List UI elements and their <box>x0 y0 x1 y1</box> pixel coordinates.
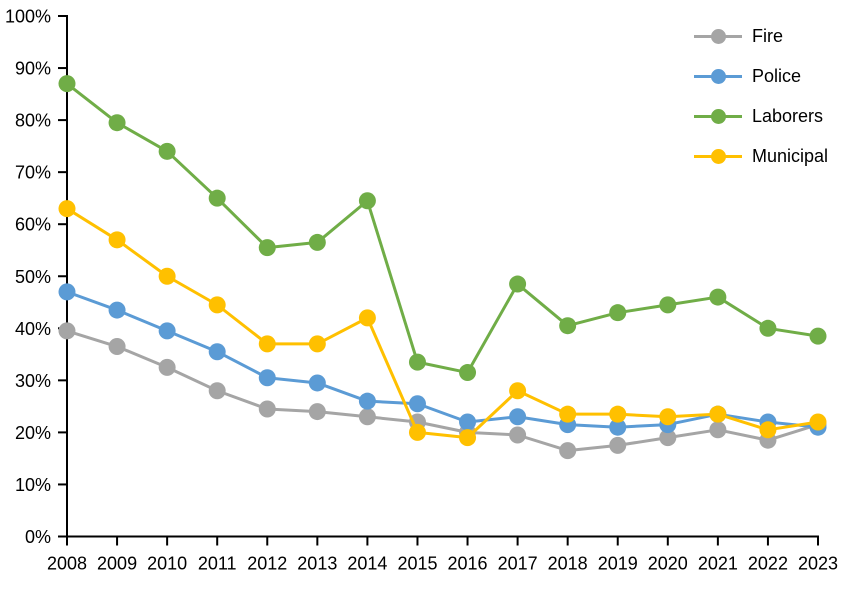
data-point-fire-2011 <box>209 382 226 399</box>
line-chart: 0% 10% 20% 30% 40% 50% 60% 70% 80% 90% 100% 2008 200… <box>0 0 852 593</box>
series-line-municipal <box>67 209 818 438</box>
legend: Fire Police Laborers Municipal <box>694 25 828 167</box>
y-tick-label: 90% <box>15 59 51 79</box>
data-point-municipal-2015 <box>409 424 426 441</box>
x-tick-label: 2009 <box>97 554 137 574</box>
x-tick-label: 2019 <box>598 554 638 574</box>
data-point-police-2016 <box>459 413 476 430</box>
data-point-laborers-2020 <box>659 296 676 313</box>
x-tick-label: 2018 <box>548 554 588 574</box>
data-point-fire-2012 <box>259 400 276 417</box>
data-point-laborers-2008 <box>59 75 76 92</box>
x-tick-label: 2008 <box>47 554 87 574</box>
legend-label-laborers: Laborers <box>752 105 823 127</box>
data-point-police-2010 <box>159 322 176 339</box>
x-tick-label: 2017 <box>498 554 538 574</box>
data-point-police-2008 <box>59 283 76 300</box>
data-point-fire-2009 <box>109 338 126 355</box>
data-point-laborers-2009 <box>109 114 126 131</box>
y-tick-label: 10% <box>15 475 51 495</box>
data-point-municipal-2016 <box>459 429 476 446</box>
legend-entry-police: Police <box>694 65 828 87</box>
data-point-laborers-2018 <box>559 317 576 334</box>
data-point-municipal-2023 <box>810 413 827 430</box>
data-point-laborers-2013 <box>309 234 326 251</box>
data-point-fire-2017 <box>509 427 526 444</box>
data-point-fire-2021 <box>709 421 726 438</box>
data-point-police-2015 <box>409 395 426 412</box>
data-point-police-2011 <box>209 343 226 360</box>
data-point-laborers-2016 <box>459 364 476 381</box>
y-tick-label: 60% <box>15 215 51 235</box>
x-tick-label: 2012 <box>247 554 287 574</box>
legend-marker-police-icon <box>694 65 742 87</box>
data-point-municipal-2011 <box>209 296 226 313</box>
y-tick-label: 80% <box>15 111 51 131</box>
data-point-fire-2008 <box>59 322 76 339</box>
legend-entry-fire: Fire <box>694 25 828 47</box>
data-point-municipal-2021 <box>709 406 726 423</box>
legend-marker-fire-icon <box>694 25 742 47</box>
data-point-fire-2010 <box>159 359 176 376</box>
data-point-police-2013 <box>309 374 326 391</box>
data-point-laborers-2011 <box>209 190 226 207</box>
data-point-police-2017 <box>509 408 526 425</box>
x-tick-label: 2015 <box>397 554 437 574</box>
data-point-police-2009 <box>109 302 126 319</box>
series-line-fire <box>67 331 818 451</box>
data-point-municipal-2008 <box>59 200 76 217</box>
data-point-fire-2018 <box>559 442 576 459</box>
data-point-laborers-2019 <box>609 304 626 321</box>
y-tick-label: 20% <box>15 423 51 443</box>
series-line-police <box>67 292 818 427</box>
data-point-municipal-2019 <box>609 406 626 423</box>
data-point-municipal-2022 <box>759 421 776 438</box>
y-tick-label: 0% <box>25 527 51 547</box>
data-point-municipal-2010 <box>159 268 176 285</box>
data-point-laborers-2014 <box>359 192 376 209</box>
x-tick-label: 2021 <box>698 554 738 574</box>
legend-entry-laborers: Laborers <box>694 105 828 127</box>
x-tick-label: 2013 <box>297 554 337 574</box>
data-point-municipal-2018 <box>559 406 576 423</box>
legend-entry-municipal: Municipal <box>694 145 828 167</box>
legend-marker-municipal-icon <box>694 145 742 167</box>
data-point-laborers-2010 <box>159 143 176 160</box>
data-point-laborers-2022 <box>759 320 776 337</box>
data-point-municipal-2013 <box>309 335 326 352</box>
data-point-police-2012 <box>259 369 276 386</box>
data-point-fire-2013 <box>309 403 326 420</box>
data-point-municipal-2020 <box>659 408 676 425</box>
data-point-laborers-2021 <box>709 289 726 306</box>
data-point-police-2014 <box>359 393 376 410</box>
x-tick-label: 2014 <box>347 554 387 574</box>
legend-label-municipal: Municipal <box>752 145 828 167</box>
y-tick-label: 30% <box>15 371 51 391</box>
data-point-laborers-2012 <box>259 239 276 256</box>
legend-label-fire: Fire <box>752 25 783 47</box>
data-point-laborers-2015 <box>409 354 426 371</box>
y-tick-label: 40% <box>15 319 51 339</box>
x-tick-label: 2016 <box>448 554 488 574</box>
data-point-fire-2019 <box>609 437 626 454</box>
legend-label-police: Police <box>752 65 801 87</box>
x-tick-label: 2011 <box>198 554 237 574</box>
y-tick-label: 70% <box>15 163 51 183</box>
data-point-municipal-2017 <box>509 382 526 399</box>
x-tick-label: 2022 <box>748 554 788 574</box>
x-tick-label: 2023 <box>798 554 838 574</box>
data-point-laborers-2017 <box>509 276 526 293</box>
data-point-laborers-2023 <box>810 328 827 345</box>
y-tick-label: 50% <box>15 267 51 287</box>
x-tick-label: 2010 <box>147 554 187 574</box>
data-point-municipal-2014 <box>359 309 376 326</box>
data-point-municipal-2009 <box>109 231 126 248</box>
legend-marker-laborers-icon <box>694 105 742 127</box>
data-point-fire-2014 <box>359 408 376 425</box>
data-point-municipal-2012 <box>259 335 276 352</box>
x-tick-label: 2020 <box>648 554 688 574</box>
y-tick-label: 100% <box>5 7 51 27</box>
